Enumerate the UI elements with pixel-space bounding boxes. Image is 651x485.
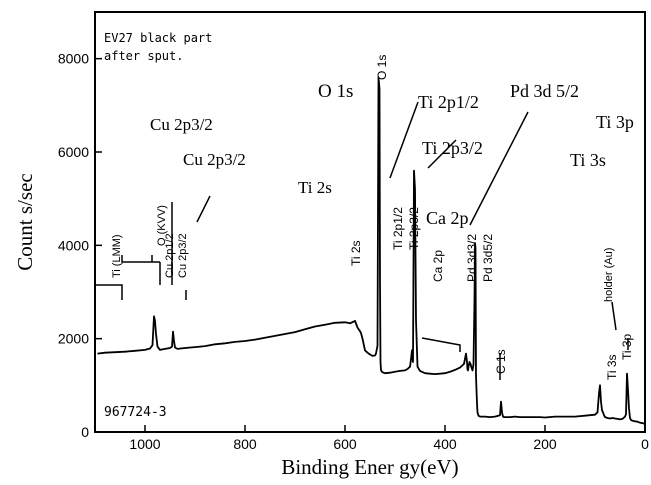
annotation-leader	[389, 101, 419, 179]
peak-annotation: Cu 2p3/2	[150, 115, 213, 134]
peak-annotation: Ti 3p	[596, 112, 634, 132]
y-tick-label: 2000	[58, 331, 89, 347]
x-tick-label: 0	[641, 436, 649, 452]
sample-note-line-2: after sput.	[104, 49, 183, 63]
x-axis-label: Binding Ener gy(eV)	[281, 455, 458, 479]
peak-annotation: Cu 2p3/2	[183, 150, 246, 169]
peak-annotation: Ti 2s	[349, 240, 363, 266]
x-tick-label: 200	[533, 436, 557, 452]
peak-annotation: Ti 2p3/2	[407, 207, 421, 250]
peak-annotation: Ti 3s	[605, 354, 619, 380]
peak-annotation: Ti 2p1/2	[418, 92, 479, 112]
sample-note-line-1: EV27 black part	[104, 31, 212, 45]
peak-annotation: Ti 2p3/2	[422, 138, 483, 158]
annotation-leader	[469, 111, 529, 226]
x-tick-label: 1000	[129, 436, 160, 452]
annotation-leaders	[95, 101, 629, 380]
peak-annotation: O 1s	[375, 55, 389, 80]
x-axis: 1000 800 600 400 200 0	[129, 425, 649, 452]
annotation-leader	[95, 284, 123, 300]
peak-annotation: C 1s	[494, 349, 508, 374]
peak-annotation: holder (Au)	[603, 248, 615, 302]
peak-annotation: Pd 3d3/2	[465, 234, 479, 282]
peak-annotation: O 1s	[318, 81, 353, 102]
x-tick-label: 400	[433, 436, 457, 452]
sample-id: 967724-3	[104, 405, 167, 420]
peak-annotation: Ca 2p	[426, 208, 469, 228]
annotation-leader	[611, 301, 617, 331]
annotation-leader	[427, 139, 457, 169]
peak-annotation: Pd 3d 5/2	[510, 81, 579, 101]
peak-annotation: Ti 2p1/2	[391, 207, 405, 250]
peak-annotation: Ti 2s	[298, 178, 332, 197]
peak-annotation: Pd 3d5/2	[481, 234, 495, 282]
y-tick-label: 8000	[58, 51, 89, 67]
peak-annotation: Ti 3p	[620, 333, 634, 360]
y-tick-label: 4000	[58, 237, 89, 253]
y-tick-label: 0	[81, 424, 89, 440]
peak-annotation: Cu 2p1/2	[164, 233, 176, 278]
x-tick-label: 600	[333, 436, 357, 452]
spectrum-line	[97, 76, 646, 425]
y-axis: 0 2000 4000 6000 8000	[58, 51, 102, 440]
x-tick-label: 800	[233, 436, 257, 452]
peak-annotation: Ca 2p	[431, 250, 445, 282]
y-tick-label: 6000	[58, 144, 89, 160]
peak-annotation: Cu 2p3/2	[177, 233, 189, 278]
peak-annotation: Ti 3s	[570, 150, 606, 170]
annotation-leader	[421, 337, 461, 352]
annotation-leader	[121, 255, 160, 263]
peak-annotation: O (KVV)	[156, 205, 168, 246]
peak-annotation: Ti (LMM)	[111, 234, 123, 278]
plot-frame	[94, 11, 646, 433]
annotation-leader	[196, 195, 211, 223]
y-axis-label: Count s/sec	[13, 173, 37, 270]
